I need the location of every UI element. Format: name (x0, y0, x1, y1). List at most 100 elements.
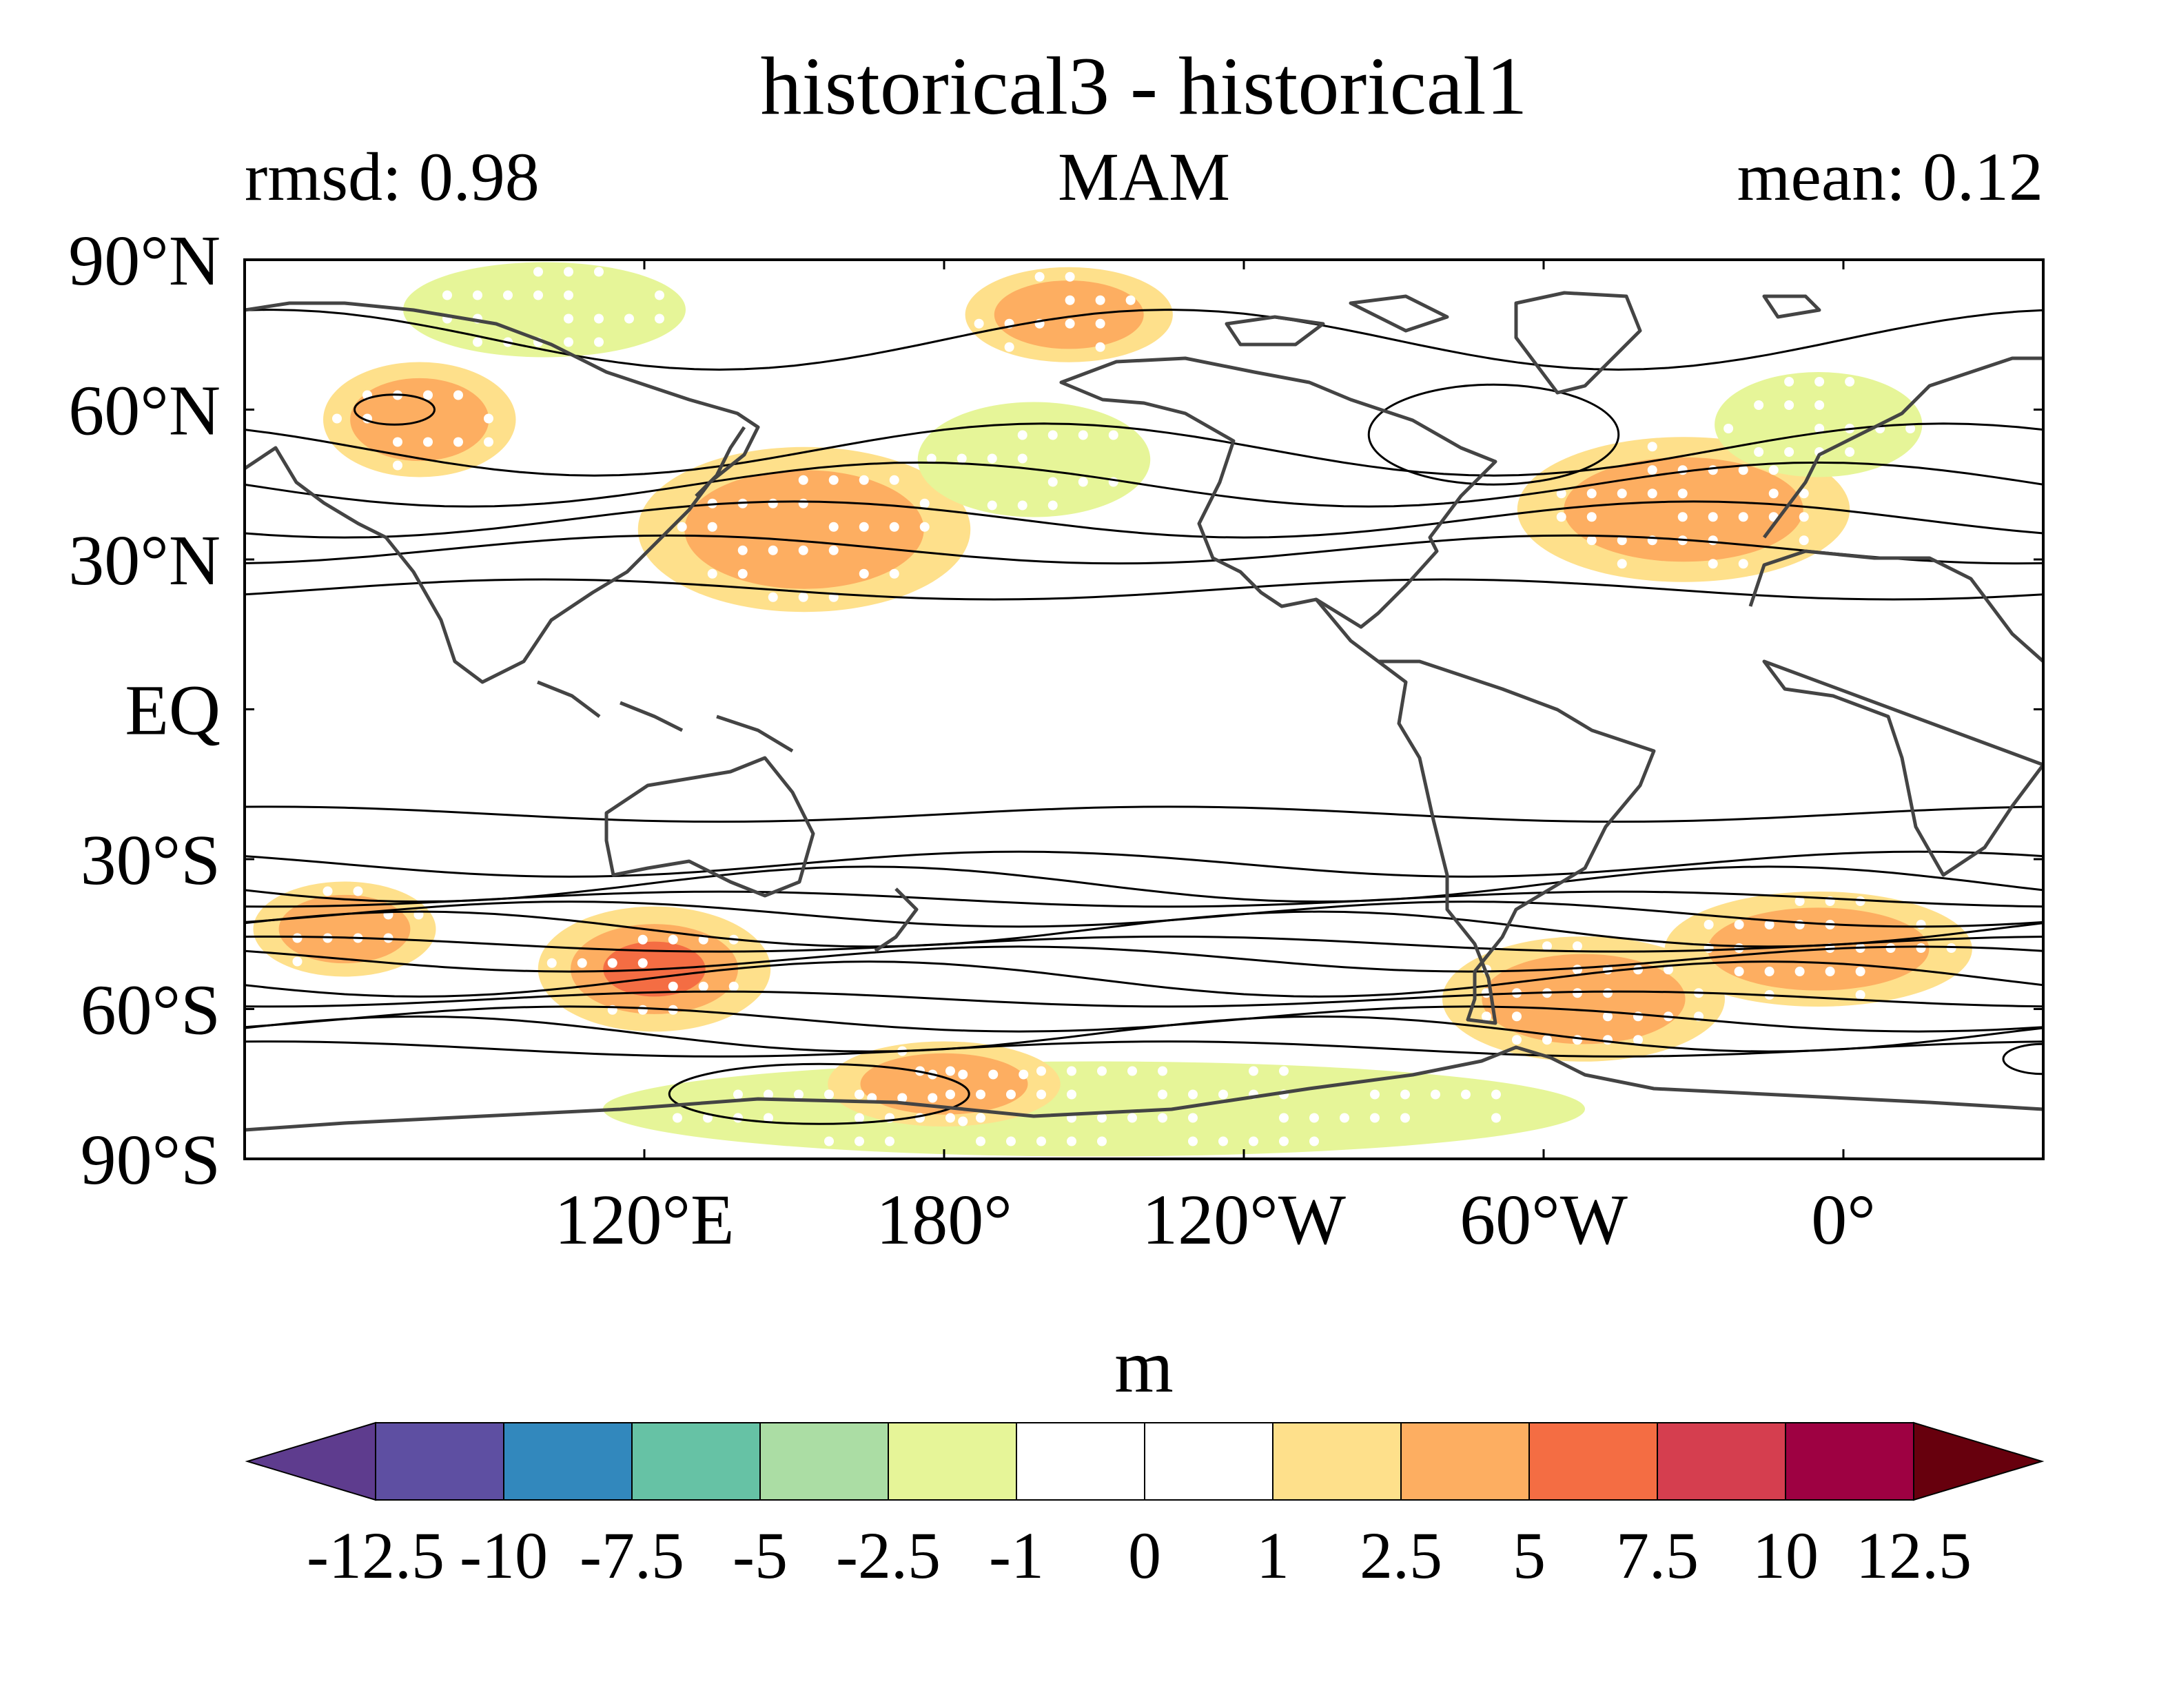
y-tick-label: 90°S (81, 1120, 221, 1200)
stipple-dot (768, 545, 778, 555)
stipple-dot (1108, 430, 1118, 440)
stipple-dot (1036, 1136, 1046, 1146)
colorbar-segment (759, 1422, 889, 1501)
stipple-dot (859, 475, 869, 485)
stipple-dot (1017, 430, 1027, 440)
colorbar-tick-label: -5 (733, 1519, 788, 1592)
contour-closed (668, 1062, 970, 1125)
stipple-dot (1017, 453, 1027, 464)
stipple-dot (453, 390, 463, 400)
rmsd-label: rmsd: 0.98 (245, 138, 540, 215)
stipple-dot (859, 568, 869, 579)
colorbar-over-arrow (1913, 1421, 2045, 1501)
stipple-dot (828, 475, 839, 485)
stipple-dot (976, 1089, 985, 1100)
season-label: MAM (1058, 138, 1230, 215)
stipple-dot (1078, 477, 1088, 487)
stipple-dot (564, 267, 573, 277)
stipple-dot (1916, 920, 1926, 929)
stipple-dot (798, 475, 808, 485)
stipple-dot (919, 522, 930, 532)
stipple-dot (577, 958, 587, 968)
x-tick-label: 120°E (554, 1180, 734, 1259)
stipple-dot (733, 1089, 743, 1100)
stipple-dot (1158, 1089, 1167, 1100)
stipple-dot (1065, 271, 1075, 282)
stipple-dot (1218, 1136, 1228, 1146)
coastline-new-zealand (874, 887, 919, 953)
stipple-dot (1309, 1113, 1319, 1123)
stipple-dot (154, 362, 163, 371)
colorbar: m-12.5 -10 -7.5 -5 -2.5 -1 0 1 2.5 5 7.5 10 12.5 (245, 1324, 2045, 1592)
stipple-dot (1723, 424, 1734, 433)
stipple-dot (655, 290, 664, 300)
stipple-dot (1603, 1011, 1613, 1022)
stipple-dot (1127, 1066, 1137, 1076)
stipple-dot (637, 1005, 648, 1015)
stipple-dot (1158, 1113, 1167, 1123)
contour-south (245, 1015, 2043, 1053)
x-tick-label: 0° (1811, 1180, 1876, 1259)
colorbar-tick-label: 5 (1513, 1519, 1546, 1592)
stipple-dot (1814, 377, 1825, 387)
stipple-dot (764, 1089, 773, 1100)
contour-north (245, 308, 2043, 371)
coastline-maritime (537, 680, 794, 753)
coastline-australia (604, 756, 815, 898)
stipple-dot (393, 460, 402, 471)
stipple-dot (423, 390, 433, 400)
stipple-dot (1370, 1113, 1380, 1123)
stipple-dot (1794, 920, 1805, 929)
stipple-dot (1647, 442, 1657, 452)
stipple-dot (828, 545, 839, 555)
stipple-dot (1845, 447, 1855, 457)
stipple-dot (1794, 896, 1805, 906)
stipple-dot (1556, 512, 1566, 522)
colorbar-segment (503, 1422, 633, 1501)
stipple-dot (737, 568, 748, 579)
anomaly-patch-10-level-0 (603, 1061, 1585, 1157)
stipple-dot (594, 313, 604, 324)
stipple-dot (1461, 1089, 1471, 1100)
stipple-dot (292, 956, 303, 967)
coastline-north-america (1059, 356, 1497, 629)
stipple-dot (1708, 465, 1718, 475)
stipple-dot (1799, 488, 1809, 499)
stipple-dot (637, 934, 648, 945)
stipple-dot (1309, 1136, 1319, 1146)
stipple-dot (473, 290, 482, 300)
stipple-dot (1708, 535, 1718, 546)
stipple-dot (885, 1136, 894, 1146)
stipple-dot (1067, 1136, 1076, 1146)
stipple-dot (1482, 1011, 1491, 1022)
stipple-dot (637, 958, 648, 968)
stipple-dot (1677, 465, 1688, 475)
y-tick-label: 30°N (68, 521, 221, 600)
stipple-dot (707, 522, 717, 532)
stipple-dot (1586, 512, 1597, 522)
mean-label: mean: 0.12 (1737, 138, 2043, 215)
stipple-dot (1067, 1089, 1076, 1100)
stipple-dot (1556, 488, 1566, 499)
stipple-dot (974, 318, 984, 329)
stipple-dot (1004, 342, 1014, 352)
stipple-dot (1573, 988, 1582, 998)
stipple-dot (987, 500, 997, 511)
stipple-dot (919, 498, 930, 508)
coastline-arctic-islands (1225, 294, 1821, 347)
stipple-dot (1542, 1035, 1552, 1045)
stipple-dot (798, 592, 808, 602)
stipple-dot (1431, 1089, 1440, 1100)
stipple-dot (1036, 1066, 1046, 1076)
stipple-dot (1617, 488, 1627, 499)
stipple-dot (1006, 1136, 1016, 1146)
stipple-dot (1784, 400, 1794, 410)
stipple-dot (1764, 920, 1774, 929)
stipple-dot (624, 313, 634, 324)
stipple-dot (1095, 295, 1105, 305)
stipple-dot (737, 545, 748, 555)
colorbar-tick-label: -7.5 (580, 1519, 684, 1592)
stipple-dot (1708, 512, 1718, 522)
colorbar-segment (375, 1422, 504, 1501)
contour-south (245, 850, 2043, 878)
